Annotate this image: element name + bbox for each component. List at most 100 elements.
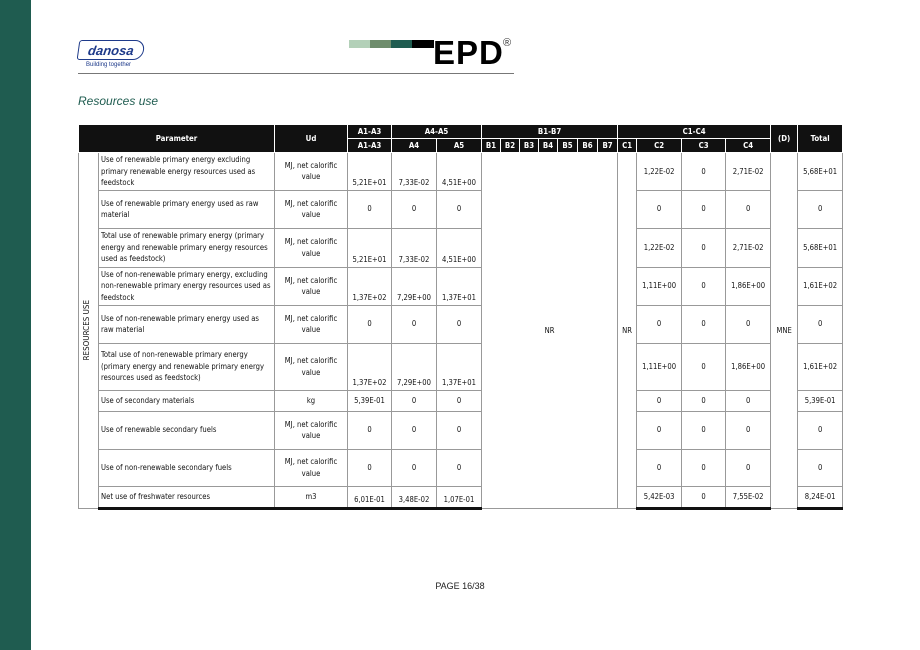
- parameter-cell: Use of renewable primary energy excludin…: [98, 152, 275, 191]
- a1a3-value: 0: [347, 448, 392, 487]
- total-value: 8,24E-01: [797, 485, 844, 510]
- c3-value: 0: [681, 448, 727, 487]
- table-row: Use of secondary materials kg 5,39E-01 0 0 0 0…: [79, 389, 844, 412]
- a5-value: 0: [435, 189, 483, 229]
- unit-cell: MJ, net calorific value: [274, 448, 348, 487]
- c2-value: 1,11E+00: [636, 342, 683, 391]
- c4-value: 7,55E-02: [725, 485, 772, 510]
- registered-mark: ®: [503, 37, 512, 49]
- c3-value: 0: [681, 389, 727, 412]
- subheader-c4: C4: [725, 138, 772, 153]
- a1a3-value: 0: [347, 410, 392, 450]
- side-label: RESOURCES USE: [82, 300, 91, 361]
- header-d: (D): [770, 124, 799, 153]
- total-value: 5,68E+01: [797, 152, 844, 191]
- unit-cell: MJ, net calorific value: [274, 189, 348, 229]
- table-row: Use of non-renewable primary energy used…: [79, 304, 844, 344]
- parameter-cell: Use of renewable secondary fuels: [98, 410, 275, 450]
- a4-value: 0: [391, 410, 437, 450]
- subheader-b7: B7: [597, 138, 619, 153]
- a1a3-value: 1,37E+02: [347, 342, 392, 391]
- a5-value: 0: [435, 389, 483, 412]
- total-value: 1,61E+02: [797, 266, 844, 306]
- a1a3-value: 6,01E-01: [347, 485, 392, 510]
- header-c1c4-group: C1-C4: [617, 124, 772, 139]
- d-value: MNE: [770, 152, 799, 509]
- total-value: 0: [797, 189, 844, 229]
- parameter-cell: Use of non-renewable primary energy used…: [98, 304, 275, 344]
- header-a4a5-group: A4-A5: [390, 124, 483, 139]
- c2-value: 0: [636, 304, 683, 344]
- c4-value: 0: [725, 410, 772, 450]
- unit-cell: MJ, net calorific value: [274, 304, 348, 344]
- c4-value: 1,86E+00: [725, 266, 772, 306]
- section-title: Resources use: [78, 94, 159, 108]
- a5-value: 4,51E+00: [435, 152, 483, 191]
- header-total: Total: [797, 124, 844, 153]
- a1a3-value: 5,39E-01: [347, 389, 392, 412]
- header-b1b7-group: B1-B7: [481, 124, 619, 139]
- side-label-cell: RESOURCES USE: [78, 152, 99, 509]
- header-ud: Ud: [274, 124, 348, 153]
- subheader-c1: C1: [617, 138, 638, 153]
- a4-value: 7,29E+00: [391, 266, 437, 306]
- total-value: 5,68E+01: [797, 227, 844, 268]
- c4-value: 0: [725, 304, 772, 344]
- subheader-b6: B6: [577, 138, 599, 153]
- a4-value: 3,48E-02: [391, 485, 437, 510]
- a1a3-value: 1,37E+02: [347, 266, 392, 306]
- c3-value: 0: [681, 410, 727, 450]
- total-value: 0: [797, 410, 844, 450]
- c2-value: 1,11E+00: [636, 266, 683, 306]
- a1a3-value: 0: [347, 304, 392, 344]
- unit-cell: kg: [274, 389, 348, 412]
- c3-value: 0: [681, 304, 727, 344]
- subheader-b1: B1: [481, 138, 502, 153]
- resources-use-table: Parameter Ud A1-A3 A4-A5 B1-B7 C1-C4 (D)…: [78, 124, 844, 510]
- total-value: 0: [797, 448, 844, 487]
- c4-value: 0: [725, 189, 772, 229]
- a4-value: 7,33E-02: [391, 227, 437, 268]
- danosa-logo: danosa Building together: [76, 40, 146, 68]
- unit-cell: MJ, net calorific value: [274, 152, 348, 191]
- page-number: PAGE 16/38: [435, 581, 485, 591]
- c4-value: 0: [725, 448, 772, 487]
- unit-cell: MJ, net calorific value: [274, 227, 348, 268]
- b1b7-value: NR: [481, 152, 619, 509]
- c4-value: 2,71E-02: [725, 152, 772, 191]
- subheader-c3: C3: [681, 138, 727, 153]
- table-row: Total use of non-renewable primary energ…: [79, 342, 844, 391]
- c2-value: 1,22E-02: [636, 152, 683, 191]
- c3-value: 0: [681, 189, 727, 229]
- subheader-b3: B3: [519, 138, 540, 153]
- a1a3-value: 5,21E+01: [347, 152, 392, 191]
- a5-value: 1,37E+01: [435, 342, 483, 391]
- a4-value: 0: [391, 389, 437, 412]
- c2-value: 0: [636, 189, 683, 229]
- total-value: 5,39E-01: [797, 389, 844, 412]
- parameter-cell: Use of secondary materials: [98, 389, 275, 412]
- header-a1a3-group: A1-A3: [347, 124, 392, 139]
- subheader-b5: B5: [557, 138, 579, 153]
- parameter-cell: Total use of non-renewable primary energ…: [98, 342, 275, 391]
- c3-value: 0: [681, 342, 727, 391]
- subheader-b2: B2: [500, 138, 521, 153]
- c2-value: 1,22E-02: [636, 227, 683, 268]
- c4-value: 0: [725, 389, 772, 412]
- table-row: RESOURCES USE Use of renewable primary en…: [78, 152, 844, 509]
- header-divider: [78, 73, 514, 74]
- c3-value: 0: [681, 266, 727, 306]
- a4-value: 0: [391, 189, 437, 229]
- a4-value: 0: [391, 304, 437, 344]
- a1a3-value: 5,21E+01: [347, 227, 392, 268]
- a5-value: 4,51E+00: [435, 227, 483, 268]
- logo-tagline: Building together: [86, 62, 132, 68]
- a5-value: 1,37E+01: [435, 266, 483, 306]
- c2-value: 0: [636, 448, 683, 487]
- logo-wordmark: danosa: [76, 40, 146, 60]
- epd-color-bars: [349, 40, 434, 48]
- header-parameter: Parameter: [78, 124, 275, 153]
- a5-value: 0: [435, 410, 483, 450]
- a4-value: 7,33E-02: [391, 152, 437, 191]
- subheader-b4: B4: [538, 138, 559, 153]
